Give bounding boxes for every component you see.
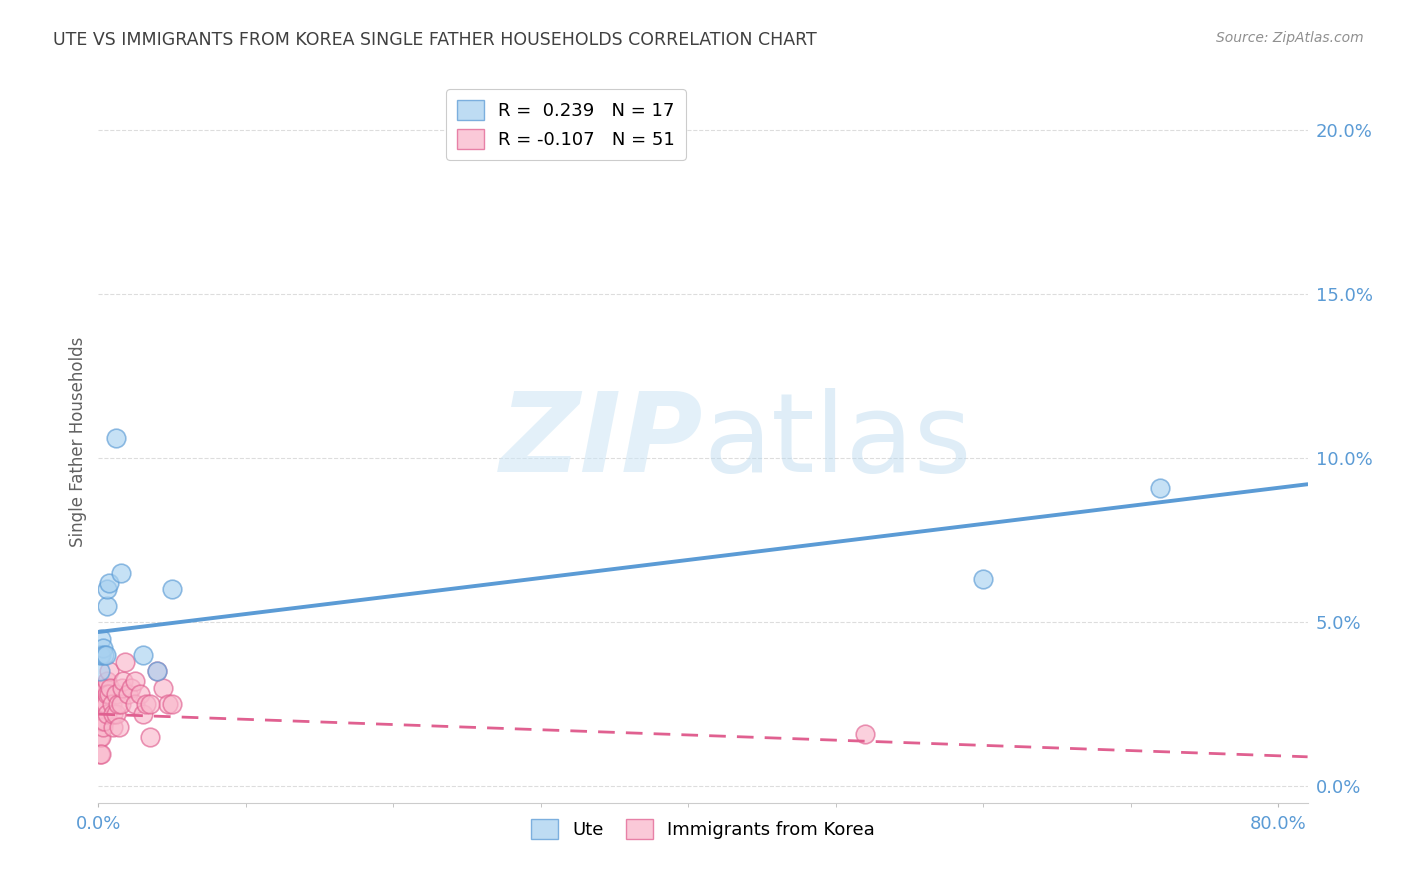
Point: [120, 681, 142, 695]
Point: [96, 707, 118, 722]
Point: [160, 582, 183, 597]
Point: [89, 714, 111, 728]
Point: [114, 655, 136, 669]
Point: [89, 665, 111, 679]
Text: atlas: atlas: [703, 388, 972, 495]
Point: [160, 698, 183, 712]
Point: [91, 698, 114, 712]
Point: [1149, 481, 1171, 495]
Point: [90, 698, 112, 712]
Point: [93, 698, 115, 712]
Point: [93, 648, 115, 662]
Point: [91, 714, 114, 728]
Point: [131, 648, 153, 662]
Point: [124, 698, 146, 712]
Legend: Ute, Immigrants from Korea: Ute, Immigrants from Korea: [522, 810, 884, 848]
Point: [110, 566, 132, 580]
Point: [100, 698, 122, 712]
Point: [972, 573, 994, 587]
Point: [146, 665, 169, 679]
Text: UTE VS IMMIGRANTS FROM KOREA SINGLE FATHER HOUSEHOLDS CORRELATION CHART: UTE VS IMMIGRANTS FROM KOREA SINGLE FATH…: [53, 31, 817, 49]
Point: [96, 687, 118, 701]
Point: [90, 714, 112, 728]
Point: [135, 698, 157, 712]
Point: [97, 687, 120, 701]
Y-axis label: Single Father Households: Single Father Households: [69, 336, 87, 547]
Point: [89, 747, 111, 761]
Point: [107, 698, 129, 712]
Point: [108, 720, 131, 734]
Point: [94, 648, 117, 662]
Point: [128, 687, 150, 701]
Point: [93, 714, 115, 728]
Point: [90, 648, 112, 662]
Point: [89, 730, 111, 744]
Point: [105, 707, 128, 722]
Point: [89, 698, 111, 712]
Point: [98, 681, 121, 695]
Point: [146, 665, 169, 679]
Point: [89, 698, 111, 712]
Point: [91, 720, 114, 734]
Point: [94, 681, 117, 695]
Point: [101, 707, 124, 722]
Point: [97, 665, 120, 679]
Point: [105, 687, 128, 701]
Point: [89, 681, 111, 695]
Point: [112, 674, 135, 689]
Point: [90, 714, 112, 728]
Point: [124, 674, 146, 689]
Point: [152, 681, 174, 695]
Point: [93, 681, 115, 695]
Point: [90, 632, 112, 646]
Point: [97, 575, 120, 590]
Point: [131, 707, 153, 722]
Point: [117, 687, 139, 701]
Text: ZIP: ZIP: [499, 388, 703, 495]
Point: [90, 747, 112, 761]
Point: [110, 698, 132, 712]
Point: [156, 698, 179, 712]
Point: [96, 674, 118, 689]
Point: [94, 698, 117, 712]
Point: [139, 730, 162, 744]
Point: [91, 641, 114, 656]
Point: [96, 582, 118, 597]
Point: [105, 431, 128, 445]
Point: [90, 730, 112, 744]
Point: [111, 681, 134, 695]
Point: [139, 698, 162, 712]
Text: Source: ZipAtlas.com: Source: ZipAtlas.com: [1216, 31, 1364, 45]
Point: [89, 648, 111, 662]
Point: [853, 727, 876, 741]
Point: [96, 599, 118, 613]
Point: [89, 714, 111, 728]
Point: [101, 720, 124, 734]
